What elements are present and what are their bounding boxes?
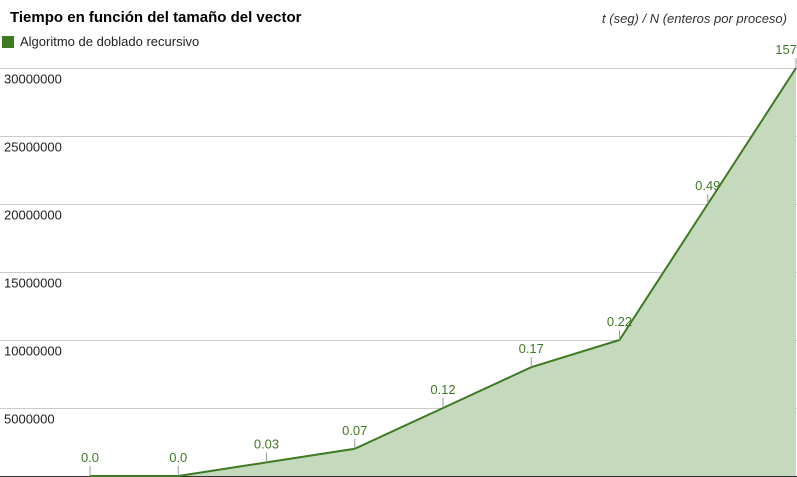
y-tick-label: 10000000 [4,344,62,359]
data-label: 0.49 [695,178,720,193]
y-tick-label: 30000000 [4,72,62,87]
data-label: 0.0 [169,450,187,465]
legend-swatch [2,35,14,48]
data-label: 0.22 [607,314,632,329]
data-label: 0.12 [430,382,455,397]
data-label: 157 [775,42,797,57]
y-tick-label: 15000000 [4,276,62,291]
legend: Algoritmo de doblado recursivo [2,34,199,49]
data-label: 0.03 [254,436,279,451]
data-label: 0.07 [342,423,367,438]
y-tick-label: 5000000 [4,412,55,427]
chart-subtitle: t (seg) / N (enteros por proceso) [602,11,787,26]
series-area [90,68,796,476]
y-tick-label: 25000000 [4,140,62,155]
legend-label: Algoritmo de doblado recursivo [20,34,200,49]
y-tick-label: 20000000 [4,208,62,223]
data-label: 0.0 [81,450,99,465]
data-label: 0.17 [519,341,544,356]
chart-title: Tiempo en función del tamaño del vector [10,9,302,26]
